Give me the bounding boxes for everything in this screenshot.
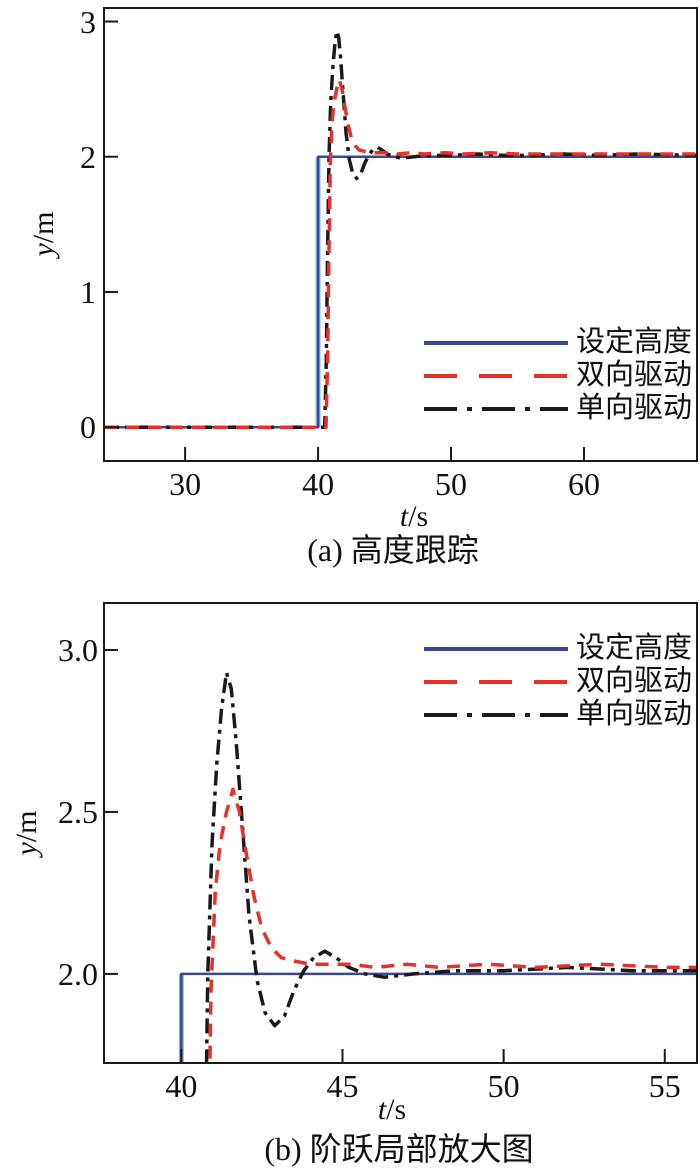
chart-b-x-axis-label: t/s bbox=[378, 1095, 406, 1125]
x-tick-label: 45 bbox=[326, 1068, 359, 1104]
y-tick-label: 3.0 bbox=[58, 631, 98, 668]
x-tick-label: 40 bbox=[302, 466, 335, 502]
legend-item: 单向驱动 bbox=[423, 698, 692, 731]
legend-item-label: 设定高度 bbox=[576, 326, 693, 358]
legend-item: 单向驱动 bbox=[423, 392, 692, 425]
chart-a-caption: (a) 高度跟踪 bbox=[307, 532, 479, 568]
y-tick-label: 3 bbox=[80, 3, 96, 40]
y-axis-unit: /m bbox=[27, 211, 60, 244]
series-a-2 bbox=[104, 29, 697, 429]
legend-item: 双向驱动 bbox=[423, 665, 692, 698]
legend-line-sample-dashdot bbox=[424, 406, 568, 411]
y-axis-variable: y bbox=[10, 842, 43, 856]
x-tick-label: 40 bbox=[165, 1068, 198, 1104]
y-tick-label: 2.5 bbox=[58, 793, 98, 830]
chart-b-y-axis-label: y/m bbox=[10, 810, 43, 856]
legend-item-label: 单向驱动 bbox=[576, 392, 693, 424]
legend-item: 设定高度 bbox=[423, 632, 692, 665]
legend-item-label: 设定高度 bbox=[576, 632, 693, 664]
series-b-0 bbox=[180, 972, 697, 1063]
chart-b-legend: 设定高度 双向驱动 单向驱动 bbox=[423, 632, 692, 731]
series-b-2 bbox=[204, 670, 697, 1063]
legend-item-label: 双向驱动 bbox=[576, 665, 693, 697]
y-tick-label: 2.0 bbox=[58, 955, 98, 992]
x-tick-label: 50 bbox=[435, 466, 468, 502]
legend-item: 设定高度 bbox=[423, 326, 692, 359]
plot-frame bbox=[103, 7, 698, 462]
chart-b-plot bbox=[103, 602, 698, 1064]
chart-b-caption: (b) 阶跃局部放大图 bbox=[264, 1131, 534, 1167]
legend-line-sample-dashed bbox=[424, 679, 568, 684]
legend-line-sample-dashed bbox=[424, 373, 568, 378]
y-tick-label: 1 bbox=[80, 273, 96, 310]
legend-item: 双向驱动 bbox=[423, 359, 692, 392]
plot-frame bbox=[103, 602, 698, 1064]
x-tick-label: 55 bbox=[648, 1068, 681, 1104]
x-axis-unit: /s bbox=[408, 500, 429, 533]
x-axis-unit: /s bbox=[386, 1093, 407, 1126]
chart-a-x-axis-label: t/s bbox=[400, 502, 428, 532]
legend-item-label: 双向驱动 bbox=[576, 359, 693, 391]
series-a-1 bbox=[104, 77, 697, 429]
x-tick-label: 50 bbox=[487, 1068, 520, 1104]
x-axis-variable: t bbox=[377, 1093, 387, 1126]
y-axis-variable: y bbox=[27, 243, 60, 257]
legend-line-sample-solid bbox=[424, 340, 568, 345]
chart-a-y-axis-label: y/m bbox=[27, 211, 60, 257]
y-tick-label: 2 bbox=[80, 138, 96, 175]
legend-item-label: 单向驱动 bbox=[576, 698, 693, 730]
y-axis-unit: /m bbox=[10, 810, 43, 843]
legend-line-sample-dashdot bbox=[424, 712, 568, 717]
x-tick-label: 30 bbox=[169, 466, 202, 502]
legend-line-sample-solid bbox=[424, 646, 568, 651]
chart-a-legend: 设定高度 双向驱动 单向驱动 bbox=[423, 326, 692, 425]
x-axis-variable: t bbox=[399, 500, 409, 533]
y-tick-label: 0 bbox=[80, 409, 96, 446]
x-tick-label: 60 bbox=[567, 466, 600, 502]
series-b-1 bbox=[208, 787, 697, 1063]
chart-a-plot bbox=[103, 7, 698, 462]
